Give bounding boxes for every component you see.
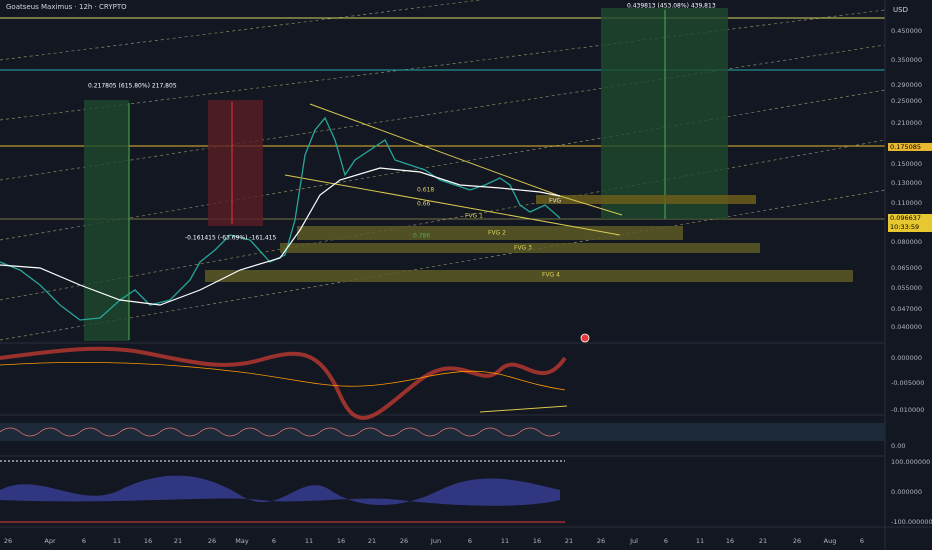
price-axis-label: 0.250000 xyxy=(891,97,922,105)
osc-axis-label: -100.000000 xyxy=(891,518,932,526)
date-axis-label: 11 xyxy=(113,537,121,545)
date-axis-label: Jul xyxy=(629,537,638,545)
price-axis-label: 0.047000 xyxy=(891,305,922,313)
date-axis-label: 6 xyxy=(468,537,472,545)
price-axis-label: 0.210000 xyxy=(891,119,922,127)
measure-label: 0.217805 (615.80%) 217,805 xyxy=(88,83,177,90)
date-axis-label: 6 xyxy=(272,537,276,545)
price-axis-label: 0.130000 xyxy=(891,179,922,187)
measure-label: 0.439813 (453.08%) 439,813 xyxy=(627,3,716,10)
date-axis-label: 16 xyxy=(144,537,152,545)
price-tag-label: 0.096637 xyxy=(890,214,921,222)
date-axis-label: 21 xyxy=(565,537,573,545)
date-axis-label: May xyxy=(235,537,249,545)
price-axis-label: 0.065000 xyxy=(891,264,922,272)
fib-label: 0.66 xyxy=(417,201,431,208)
measure-label: -0.161415 (-63.69%) -161,415 xyxy=(185,235,276,242)
date-axis-label: 16 xyxy=(337,537,345,545)
channel-lines xyxy=(0,0,886,341)
date-axis-label: 6 xyxy=(82,537,86,545)
date-axis-label: 21 xyxy=(759,537,767,545)
date-axis-label: 26 xyxy=(208,537,216,545)
date-axis-label: Apr xyxy=(44,537,56,545)
osc-axis-label: 0.000000 xyxy=(891,488,922,496)
date-axis-label: 26 xyxy=(4,537,12,545)
macd-axis-label: -0.005000 xyxy=(891,379,924,387)
fvg-zone xyxy=(280,243,760,253)
macd-signal xyxy=(0,361,566,391)
date-axis-label: 16 xyxy=(533,537,541,545)
macd-histogram xyxy=(0,346,567,420)
date-axis-label: 26 xyxy=(793,537,801,545)
fvg-zone xyxy=(205,270,853,282)
rsi-band xyxy=(0,423,885,441)
date-axis-label: 21 xyxy=(368,537,376,545)
short-box xyxy=(208,100,263,226)
macd-axis-label: 0.000000 xyxy=(891,354,922,362)
date-axis-label: 16 xyxy=(726,537,734,545)
date-axis-label: 6 xyxy=(860,537,864,545)
price-axis-label: 0.350000 xyxy=(891,56,922,64)
currency: USD xyxy=(893,6,908,14)
fvg-zone xyxy=(536,195,756,204)
date-axis-label: 26 xyxy=(597,537,605,545)
price-axis-label: 0.290000 xyxy=(891,81,922,89)
wedge-line xyxy=(284,174,621,236)
fvg-label: FVG 3 xyxy=(514,245,532,252)
price-tag-label: 0.175085 xyxy=(890,143,921,151)
osc-axis-label: 100.000000 xyxy=(891,458,930,466)
price-axis-label: 0.150000 xyxy=(891,160,922,168)
chart-title: Goatseus Maximus · 12h · CRYPTO xyxy=(6,3,127,11)
price-tag xyxy=(888,214,932,232)
price-axis-label: 0.450000 xyxy=(891,27,922,35)
date-axis-label: Aug xyxy=(824,537,837,545)
fvg-label: FVG 1 xyxy=(465,213,483,220)
price-axis-label: 0.055000 xyxy=(891,284,922,292)
date-axis-label: 11 xyxy=(305,537,313,545)
price-axis-label: 0.110000 xyxy=(891,199,922,207)
fvg-label: FVG xyxy=(549,198,562,205)
date-axis-label: 6 xyxy=(664,537,668,545)
macd-axis-label: -0.010000 xyxy=(891,406,924,414)
date-axis-label: 21 xyxy=(174,537,182,545)
event-icon[interactable] xyxy=(580,333,590,343)
osc-area xyxy=(0,475,560,506)
moving-average xyxy=(0,167,561,306)
fvg-label: FVG 4 xyxy=(542,272,560,279)
rsi-line xyxy=(0,427,561,437)
price-axis-label: 0.040000 xyxy=(891,323,922,331)
fvg-label: FVG 2 xyxy=(488,230,506,237)
price-tag xyxy=(888,143,932,151)
countdown: 10:33:59 xyxy=(890,223,919,231)
divergence-line xyxy=(479,405,568,413)
rsi-axis-label: 0.00 xyxy=(891,442,905,450)
fib-label: 0.618 xyxy=(417,187,434,194)
date-axis-label: Jun xyxy=(430,537,441,545)
date-axis-label: 11 xyxy=(501,537,509,545)
date-axis-label: 26 xyxy=(400,537,408,545)
long-box xyxy=(84,100,129,341)
date-axis-label: 11 xyxy=(696,537,704,545)
price-axis-label: 0.080000 xyxy=(891,238,922,246)
fib-label: 0.786 xyxy=(413,233,430,240)
